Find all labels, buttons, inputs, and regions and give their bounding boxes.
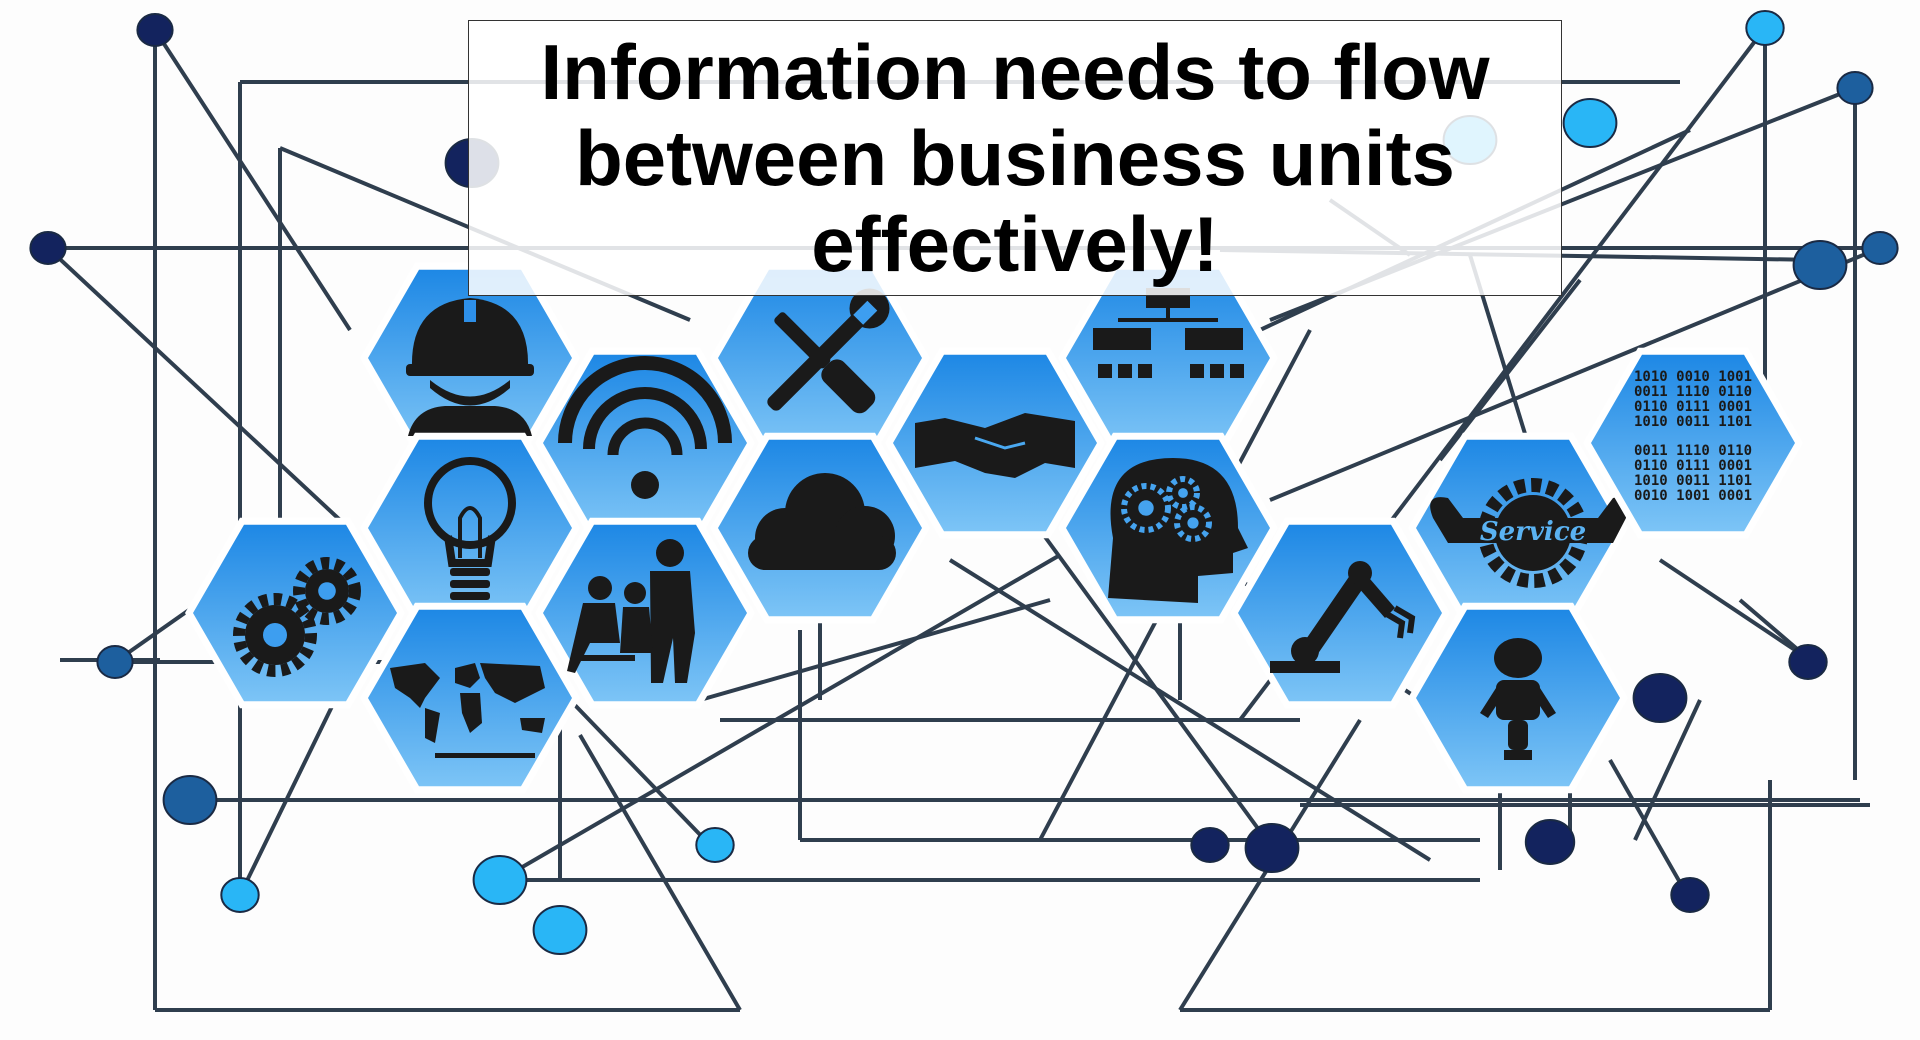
network-node [1836, 71, 1874, 105]
network-node [136, 13, 174, 47]
network-node [1524, 819, 1576, 865]
service-gear-icon: Service [1430, 478, 1628, 588]
binary-row: 0110 0111 0001 [1634, 399, 1752, 415]
connection-line [1633, 699, 1702, 841]
connection-line [46, 246, 342, 522]
binary-row: 1010 0011 1101 [1634, 414, 1752, 430]
org-chart-icon [1093, 288, 1244, 378]
handshake-icon [915, 413, 1075, 478]
network-node [220, 877, 260, 913]
connection-line [1269, 246, 1881, 502]
wifi-icon [558, 356, 732, 499]
connection-line [699, 598, 1051, 702]
hex-tile [360, 602, 580, 794]
robot-arm-icon [1270, 561, 1416, 673]
connection-line [498, 553, 1062, 882]
hex-tile-fill [543, 354, 747, 532]
network-node [29, 231, 67, 265]
binary-row: 0110 0111 0001 [1634, 458, 1752, 474]
hex-tile [185, 517, 405, 709]
lightbulb-icon [424, 457, 516, 600]
headline-banner: Information needs to flow between busine… [468, 20, 1562, 296]
hex-tile-fill [368, 439, 572, 617]
hex-tile [710, 262, 930, 454]
hex-tile [1058, 262, 1278, 454]
gears-icon [233, 557, 361, 677]
network-node [1244, 823, 1300, 873]
connection-line [1608, 759, 1692, 901]
binary-row: 0010 1001 0001 [1634, 488, 1752, 504]
network-node [1670, 877, 1710, 913]
cloud-icon [748, 473, 896, 570]
team-meeting-icon [567, 539, 695, 683]
wrench-screwdriver-icon [767, 288, 890, 414]
hex-tile: Service [1408, 432, 1628, 624]
connection-line [568, 698, 712, 847]
hex-tile [1230, 517, 1450, 709]
network-node [96, 645, 134, 679]
network-node [1861, 231, 1899, 265]
network-node [695, 827, 735, 863]
hex-tile [710, 432, 930, 624]
robot-icon [1480, 638, 1556, 760]
connection-line [578, 733, 742, 1012]
hex-tile-fill [1591, 354, 1795, 532]
network-node [162, 775, 218, 825]
headline-line-2: between business units [575, 114, 1455, 202]
hex-tile [1058, 432, 1278, 624]
network-node [532, 905, 588, 955]
connection-nodes [29, 10, 1899, 955]
worker-helmet-icon [406, 298, 534, 436]
brain-gears-icon [1108, 458, 1248, 603]
connection-line [948, 558, 1432, 862]
connection-lines [46, 26, 1881, 1012]
network-node [1190, 827, 1230, 863]
hex-tile [360, 432, 580, 624]
binary-row: 1010 0010 1001 [1634, 369, 1752, 385]
connection-line [1658, 558, 1812, 662]
hex-tile [535, 347, 755, 539]
binary-row: 1010 0011 1101 [1634, 473, 1752, 489]
service-label: Service [1480, 517, 1586, 547]
connection-line [1438, 278, 1582, 462]
binary-row: 0011 1110 0110 [1634, 384, 1752, 400]
network-node [1562, 98, 1618, 148]
network-node [1632, 673, 1688, 723]
world-map-icon [390, 663, 545, 758]
hex-tile [1408, 602, 1628, 794]
headline-line-1: Information needs to flow [540, 28, 1490, 116]
network-node [472, 855, 528, 905]
connection-line [1038, 528, 1272, 847]
hex-tile [360, 262, 580, 454]
connection-line [238, 689, 342, 896]
hex-tile-fill [1066, 269, 1270, 447]
connection-line [153, 28, 352, 332]
network-node [1792, 240, 1848, 290]
binary-row: 0011 1110 0110 [1634, 443, 1752, 459]
headline-line-3: effectively! [811, 200, 1219, 288]
network-node [1788, 644, 1828, 680]
headline-text: Information needs to flow between busine… [521, 29, 1510, 287]
hex-tile [885, 347, 1105, 539]
hex-tile [535, 517, 755, 709]
network-node [1745, 10, 1785, 46]
